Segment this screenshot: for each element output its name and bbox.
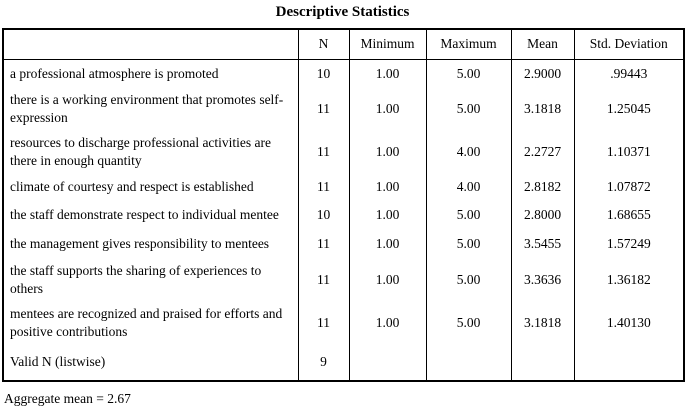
maximum-cell: 5.00 — [425, 229, 511, 258]
row-label-cell: Valid N (listwise) — [10, 354, 106, 370]
mean-cell: 2.2727 — [510, 130, 574, 173]
std-deviation-cell: 1.40130 — [573, 301, 684, 344]
std-deviation-cell: 1.57249 — [573, 229, 684, 258]
minimum-cell — [348, 344, 426, 381]
n-cell: 11 — [297, 229, 349, 258]
n-cell: 11 — [297, 173, 349, 201]
table-row: the staff demonstrate respect to individ… — [3, 201, 684, 229]
maximum-cell: 5.00 — [425, 88, 511, 130]
row-label-cell: mentees are recognized and praised for e… — [10, 305, 283, 339]
n-cell: 10 — [297, 201, 349, 229]
mean-cell: 3.5455 — [510, 229, 574, 258]
header-mean: Mean — [510, 29, 574, 60]
row-label-cell: the management gives responsibility to m… — [10, 235, 270, 251]
minimum-cell: 1.00 — [348, 59, 426, 88]
header-std-deviation: Std. Deviation — [573, 29, 684, 60]
std-deviation-cell: 1.68655 — [573, 201, 684, 229]
n-cell: 11 — [297, 130, 349, 173]
maximum-cell: 5.00 — [425, 301, 511, 344]
minimum-cell: 1.00 — [348, 173, 426, 201]
header-n: N — [297, 29, 349, 60]
header-maximum: Maximum — [425, 29, 511, 60]
maximum-cell: 4.00 — [425, 130, 511, 173]
minimum-cell: 1.00 — [348, 229, 426, 258]
n-cell: 11 — [297, 258, 349, 301]
minimum-cell: 1.00 — [348, 301, 426, 344]
table-row: the management gives responsibility to m… — [3, 229, 684, 258]
header-variable — [3, 29, 298, 60]
mean-cell: 2.8182 — [510, 173, 574, 201]
maximum-cell: 4.00 — [425, 173, 511, 201]
n-cell: 10 — [297, 59, 349, 88]
minimum-cell: 1.00 — [348, 130, 426, 173]
n-cell: 11 — [297, 301, 349, 344]
mean-cell: 2.9000 — [510, 59, 574, 88]
mean-cell: 3.3636 — [510, 258, 574, 301]
std-deviation-cell: .99443 — [573, 59, 684, 88]
maximum-cell: 5.00 — [425, 258, 511, 301]
std-deviation-cell — [573, 344, 684, 381]
n-cell: 9 — [297, 344, 349, 381]
table-row: mentees are recognized and praised for e… — [3, 301, 684, 344]
aggregate-mean-note: Aggregate mean = 2.67 — [4, 391, 131, 406]
row-label-cell: the staff supports the sharing of experi… — [10, 262, 262, 296]
mean-cell: 3.1818 — [510, 88, 574, 130]
std-deviation-cell: 1.07872 — [573, 173, 684, 201]
table-row: resources to discharge professional acti… — [3, 130, 684, 173]
maximum-cell: 5.00 — [425, 59, 511, 88]
minimum-cell: 1.00 — [348, 88, 426, 130]
descriptive-statistics-table: N Minimum Maximum Mean Std. Deviation a … — [2, 28, 685, 382]
header-minimum: Minimum — [348, 29, 426, 60]
row-label-cell: the staff demonstrate respect to individ… — [10, 207, 279, 223]
row-label-cell: climate of courtesy and respect is estab… — [10, 179, 254, 195]
n-cell: 11 — [297, 88, 349, 130]
minimum-cell: 1.00 — [348, 258, 426, 301]
row-label-cell: a professional atmosphere is promoted — [10, 65, 219, 81]
std-deviation-cell: 1.36182 — [573, 258, 684, 301]
maximum-cell — [425, 344, 511, 381]
table-row: Valid N (listwise) 9 — [3, 344, 684, 381]
table-row: there is a working environment that prom… — [3, 88, 684, 130]
mean-cell: 2.8000 — [510, 201, 574, 229]
std-deviation-cell: 1.10371 — [573, 130, 684, 173]
row-label-cell: there is a working environment that prom… — [10, 92, 284, 125]
mean-cell — [510, 344, 574, 381]
table-row: climate of courtesy and respect is estab… — [3, 173, 684, 201]
mean-cell: 3.1818 — [510, 301, 574, 344]
table-row: the staff supports the sharing of experi… — [3, 258, 684, 301]
minimum-cell: 1.00 — [348, 201, 426, 229]
header-row: N Minimum Maximum Mean Std. Deviation — [3, 29, 684, 60]
table-title: Descriptive Statistics — [275, 4, 410, 20]
row-label-cell: resources to discharge professional acti… — [10, 134, 272, 168]
std-deviation-cell: 1.25045 — [573, 88, 684, 130]
maximum-cell: 5.00 — [425, 201, 511, 229]
table-row: a professional atmosphere is promoted 10… — [3, 59, 684, 88]
